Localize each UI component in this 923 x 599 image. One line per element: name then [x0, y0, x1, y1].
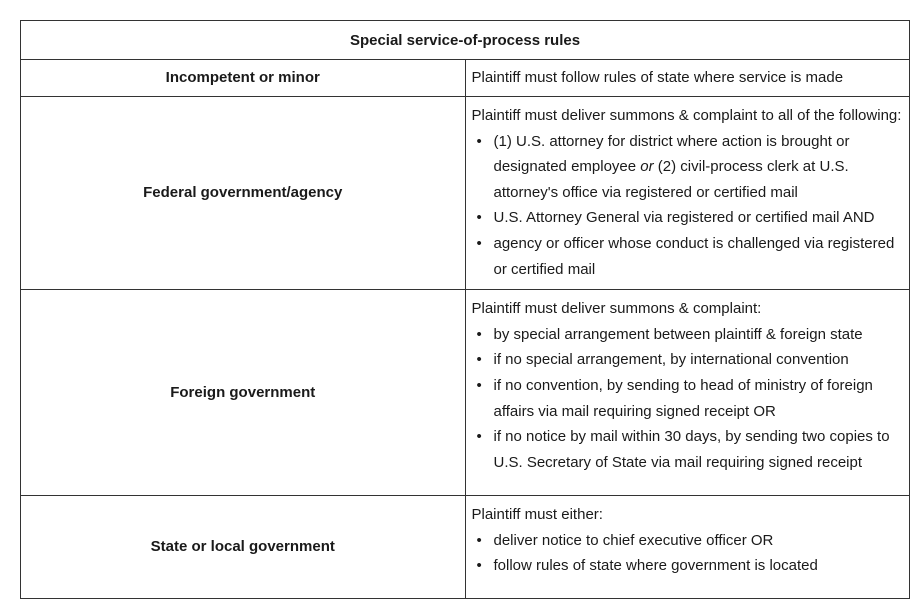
row-intro-foreign: Plaintiff must deliver summons & complai… [471, 300, 762, 318]
bullet-icon: • [476, 531, 482, 549]
bullet-list-federal: • (1) U.S. attorney for district where ac… [472, 129, 904, 283]
bullet-text-emphasis: or [640, 158, 654, 176]
row-label-incompetent: Incompetent or minor [20, 59, 466, 97]
bullet-text: deliver notice to chief executive office… [493, 531, 774, 549]
list-item: • if no special arrangement, by internati… [477, 347, 904, 373]
row-content-foreign: Plaintiff must deliver summons & complai… [464, 289, 910, 497]
list-item: • (1) U.S. attorney for district where ac… [477, 129, 904, 206]
bullet-text: follow rules of state where government i… [493, 557, 818, 575]
row-content-federal: Plaintiff must deliver summons & complai… [464, 95, 910, 291]
bullet-text: if no special arrangement, by internatio… [493, 351, 849, 369]
bullet-list-state: • deliver notice to chief executive offic… [472, 528, 904, 579]
service-of-process-table: Special service-of-process rules Incompe… [20, 20, 910, 599]
table-row: Foreign government Plaintiff must delive… [20, 289, 910, 497]
bullet-text: if no notice by mail within 30 days, by … [493, 428, 890, 471]
bullet-text-after: (2) civil-process clerk at U.S. attorney… [493, 158, 849, 201]
list-item: • by special arrangement between plaintif… [477, 322, 904, 348]
list-item: • U.S. Attorney General via registered or… [477, 205, 904, 231]
table-row: Federal government/agency Plaintiff must… [20, 95, 910, 291]
row-text-incompetent: Plaintiff must follow rules of state whe… [464, 59, 910, 97]
row-label-federal: Federal government/agency [20, 95, 466, 291]
bullet-icon: • [476, 209, 482, 227]
row-intro-state: Plaintiff must either: [471, 506, 603, 524]
list-item: • if no notice by mail within 30 days, by… [477, 424, 904, 475]
bullet-icon: • [476, 234, 482, 252]
bullet-icon: • [476, 376, 482, 394]
bullet-list-foreign: • by special arrangement between plaintif… [472, 322, 904, 476]
list-item: • deliver notice to chief executive offic… [477, 528, 904, 554]
row-label-state: State or local government [20, 495, 466, 599]
table-row: Incompetent or minor Plaintiff must foll… [20, 59, 910, 97]
table-title: Special service-of-process rules [20, 20, 910, 60]
bullet-text: agency or officer whose conduct is chall… [493, 234, 895, 278]
list-item: • follow rules of state where government … [477, 553, 904, 579]
bullet-icon: • [476, 557, 482, 575]
bullet-icon: • [476, 351, 482, 369]
row-content-state: Plaintiff must either: • deliver notice t… [464, 495, 910, 599]
list-item: • agency or officer whose conduct is chal… [477, 231, 904, 282]
list-item: • if no convention, by sending to head of… [477, 373, 904, 424]
bullet-icon: • [476, 428, 482, 446]
bullet-icon: • [476, 132, 482, 150]
bullet-icon: • [476, 325, 482, 343]
table-row: State or local government Plaintiff must… [20, 495, 910, 599]
row-intro-federal: Plaintiff must deliver summons & complai… [471, 107, 902, 124]
row-label-foreign: Foreign government [20, 289, 466, 497]
bullet-text: U.S. Attorney General via registered or … [493, 209, 875, 227]
bullet-text: if no convention, by sending to head of … [493, 376, 873, 420]
bullet-text-before: (1) U.S. attorney for district where act… [493, 132, 850, 176]
table-title-row: Special service-of-process rules [20, 20, 910, 60]
bullet-text: by special arrangement between plaintiff… [493, 325, 863, 343]
